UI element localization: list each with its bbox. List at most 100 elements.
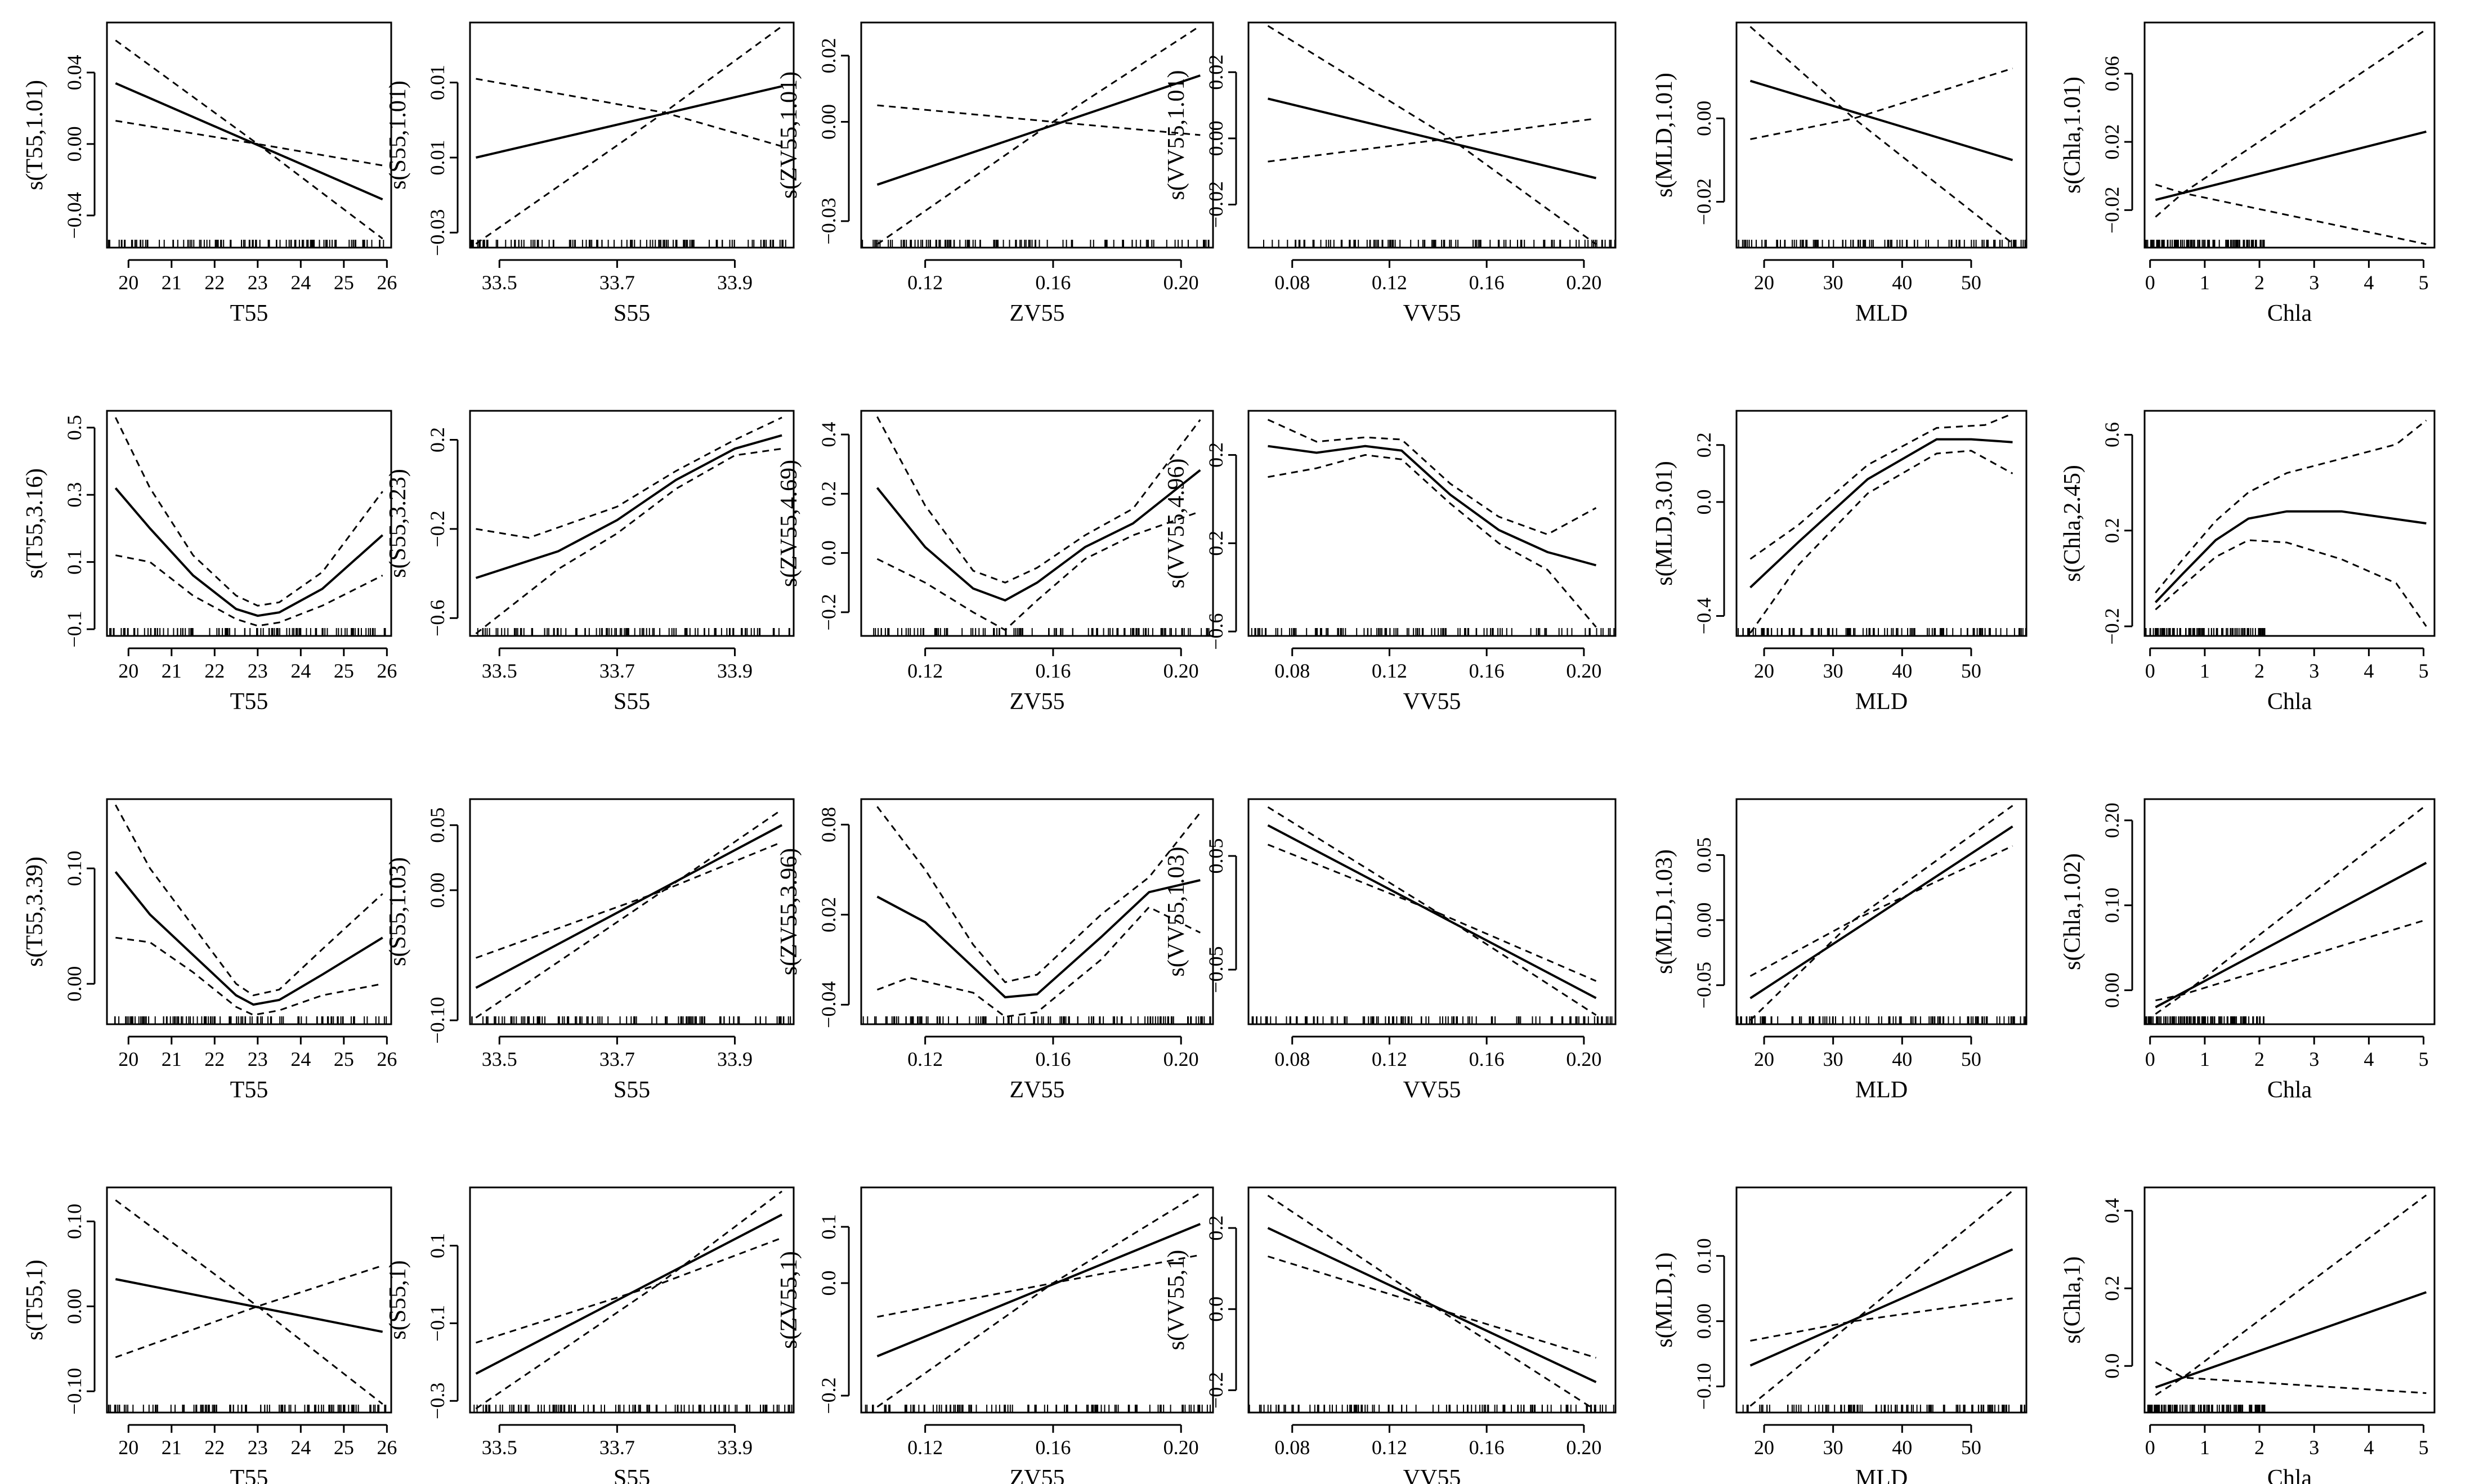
x-tick-label: 33.5 [482,1436,517,1459]
plot-frame [469,1186,795,1414]
smooth-fit-line [1749,1248,2013,1367]
y-tick-label: 0.1 [817,1214,840,1240]
x-tick-label: 0.20 [1566,271,1601,294]
x-tick-label: 33.7 [599,1048,635,1070]
y-tick-label: 0.00 [426,872,449,908]
smooth-fit-line [1268,97,1596,180]
x-tick-label: 21 [162,1436,182,1459]
y-tick-label: 0.0 [817,540,840,566]
lower-confidence-band [1749,845,2013,1021]
lower-confidence-band [1268,1256,1596,1359]
plot-frame [2143,1186,2436,1414]
y-tick-label: −0.04 [817,981,840,1028]
rug-marks [2145,1016,2264,1024]
x-tick-label: 22 [204,660,225,682]
y-tick-label: 0.2 [2101,518,2123,543]
y-tick-label: 0.0 [1205,1297,1227,1322]
x-tick-label: 40 [1892,1436,1912,1459]
x-tick-label: 3 [2309,271,2319,294]
y-tick-label: 0.00 [63,1289,86,1324]
upper-confidence-band [876,416,1201,584]
lower-confidence-band [2155,183,2427,245]
y-axis-title: s(Chla,1.01) [2060,77,2085,194]
y-tick-label: −0.03 [426,209,449,256]
y-tick-label: 0.2 [1205,531,1227,556]
plot-frame [106,21,392,249]
x-tick-label: 30 [1823,271,1843,294]
rug-marks [2147,1405,2266,1413]
plot-frame [1735,1186,2028,1414]
plot-frame [1247,798,1617,1025]
lower-confidence-band [1268,454,1597,628]
smooth-fit-line [2155,862,2427,1008]
y-axis-title: s(MLD,3.01) [1652,461,1677,586]
x-tick-label: 20 [1754,1436,1774,1459]
y-tick-label: 0.2 [1205,1216,1227,1241]
rug-marks [1738,628,2026,636]
y-axis-title: s(MLD,1) [1652,1252,1677,1347]
x-tick-label: 24 [290,271,311,294]
x-tick-label: 50 [1961,1436,1981,1459]
y-tick-label: 0.3 [63,482,86,508]
rug-marks [1251,1016,1613,1024]
y-tick-label: 0.01 [426,140,449,176]
lower-confidence-band [876,510,1201,631]
y-tick-label: 0.2 [2101,1276,2123,1301]
panel-r2-c2: 33.5 33.7 33.9 −0.6 −0.2 0.2 S55 s(S55,3.23) [385,410,795,715]
lower-confidence-band [1268,118,1596,163]
smooth-fit-line [876,74,1201,186]
y-tick-label: 0.20 [2101,802,2123,838]
x-tick-label: 0.08 [1274,660,1310,682]
x-tick-label: 21 [162,660,182,682]
y-tick-label: 0.6 [2101,422,2123,447]
y-tick-label: 0.0 [1693,490,1715,515]
x-tick-label: 0.20 [1566,1436,1601,1459]
smooth-fit-line [1749,438,2013,589]
x-tick-label: 0 [2145,271,2155,294]
y-axis-title: s(ZV55,4.69) [776,460,802,587]
panel-r2-c4: 0.08 0.12 0.16 0.20 −0.6 0.2 0.2 VV55 s(VV55,4.9… [1163,410,1617,715]
x-tick-label: 0 [2145,660,2155,682]
x-tick-label: 24 [290,660,311,682]
panel-r1-c2: 33.5 33.7 33.9 −0.03 0.01 0.01 S55 s(S55,1.01) [385,21,795,326]
smooth-fit-line [2155,130,2427,201]
x-tick-label: 20 [1754,271,1774,294]
x-axis-title: ZV55 [1010,1077,1065,1103]
smooth-fit-line [1267,1227,1597,1383]
x-tick-label: 40 [1892,1048,1912,1070]
x-tick-label: 1 [2200,660,2210,682]
plot-frame [1735,410,2028,637]
lower-confidence-band [876,906,1201,1018]
y-tick-label: 0.10 [2101,887,2123,923]
smooth-fit-line [475,1213,783,1375]
y-axis-title: s(ZV55,1.01) [776,71,802,199]
upper-confidence-band [877,104,1201,136]
x-tick-label: 0.12 [907,271,943,294]
x-tick-label: 25 [334,1048,354,1070]
smooth-fit-line [876,469,1201,602]
rug-marks [108,1405,387,1413]
y-tick-label: 0.4 [817,422,840,447]
panel-r3-c5: 20 30 40 50 −0.05 0.00 0.05 MLD s(MLD,1.03) [1652,798,2028,1103]
x-axis-title: S55 [614,1465,650,1484]
x-axis-title: Chla [2267,689,2312,715]
y-axis-title: s(S55,1.03) [385,857,411,966]
x-tick-label: 0.20 [1163,1048,1199,1070]
y-axis-title: s(Chla,2.45) [2060,465,2085,582]
x-tick-label: 25 [334,1436,354,1459]
x-tick-label: 2 [2254,1436,2264,1459]
x-tick-label: 50 [1961,660,1981,682]
x-tick-label: 4 [2364,660,2374,682]
smooth-fit-line [114,871,383,1006]
y-tick-label: 0.0 [817,1271,840,1296]
x-tick-label: 0.16 [1035,660,1071,682]
y-tick-label: 0.0 [2101,1353,2123,1379]
lower-confidence-band [115,1265,383,1359]
smooth-fit-line [876,879,1201,999]
x-axis-title: VV55 [1403,301,1461,326]
y-tick-label: 0.2 [1693,432,1715,458]
x-tick-label: 1 [2200,1436,2210,1459]
x-tick-label: 0.16 [1469,271,1505,294]
x-tick-label: 23 [248,271,268,294]
